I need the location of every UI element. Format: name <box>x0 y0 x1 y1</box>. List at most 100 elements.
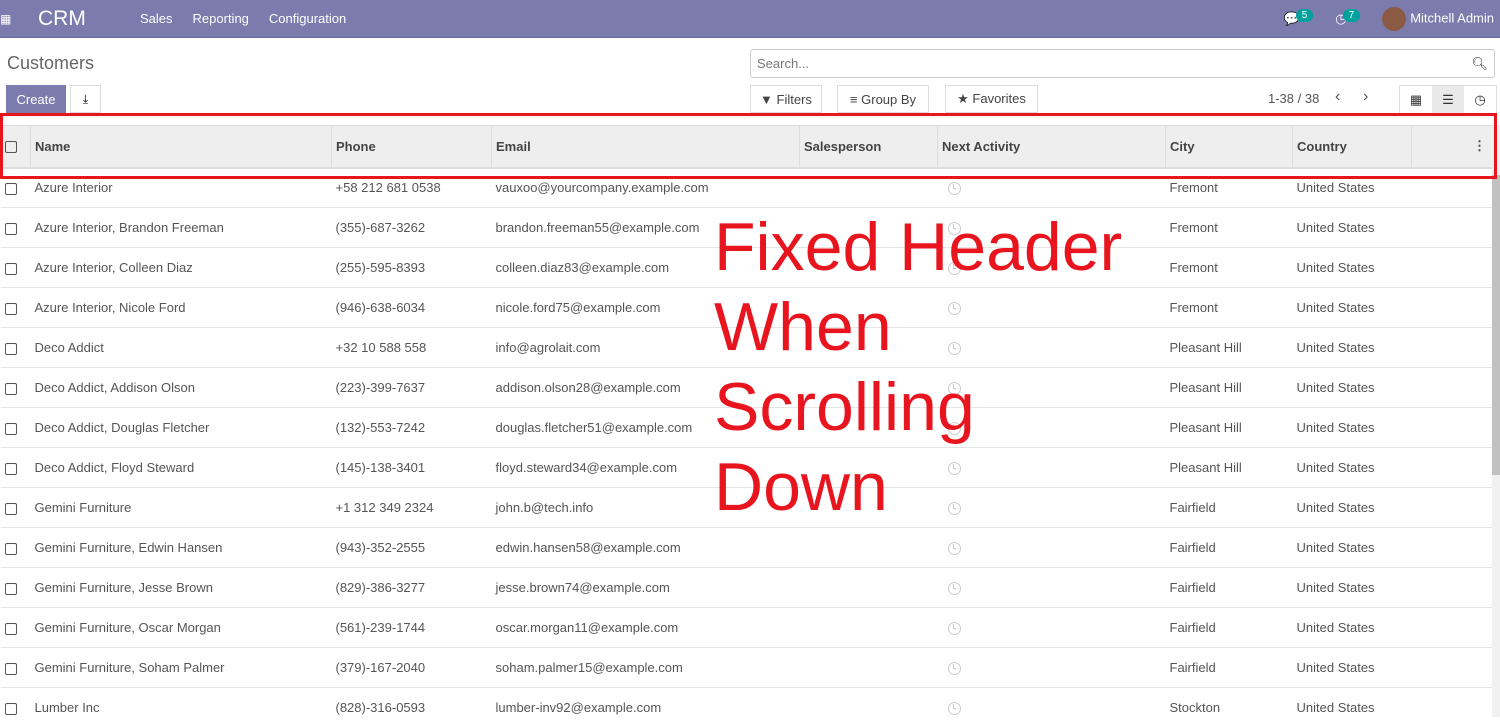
activity-clock-icon[interactable] <box>947 222 961 236</box>
table-row[interactable]: Azure Interior, Colleen Diaz (255)-595-83… <box>0 247 1492 288</box>
table-row[interactable]: Gemini Furniture, Oscar Morgan (561)-239-… <box>0 607 1492 648</box>
table-row[interactable]: Gemini Furniture +1 312 349 2324 john.b@te… <box>0 487 1492 528</box>
table-row[interactable]: Deco Addict, Addison Olson (223)-399-7637… <box>0 367 1492 408</box>
activity-clock-icon[interactable] <box>947 302 961 316</box>
row-checkbox[interactable] <box>0 287 31 328</box>
column-country[interactable]: Country <box>1292 125 1412 169</box>
activity-clock-icon[interactable] <box>947 702 961 716</box>
row-checkbox[interactable] <box>0 487 31 528</box>
cell-empty <box>1411 447 1492 488</box>
cell-next-activity[interactable] <box>937 527 1166 568</box>
cell-phone: (943)-352-2555 <box>331 527 492 568</box>
activity-clock-icon[interactable] <box>947 622 961 636</box>
cell-salesperson <box>799 407 938 448</box>
messages-button[interactable]: 💬 5 <box>1284 8 1314 27</box>
table-row[interactable]: Deco Addict, Floyd Steward (145)-138-3401… <box>0 447 1492 488</box>
row-checkbox[interactable] <box>0 527 31 568</box>
cell-next-activity[interactable] <box>937 367 1166 408</box>
search-input[interactable]: Search... 🔍︎ <box>750 49 1495 78</box>
cell-next-activity[interactable] <box>937 287 1166 328</box>
cell-next-activity[interactable] <box>937 247 1166 288</box>
download-button[interactable]: ⤓ <box>70 85 101 113</box>
row-checkbox[interactable] <box>0 447 31 488</box>
cell-next-activity[interactable] <box>937 207 1166 248</box>
row-checkbox[interactable] <box>0 687 31 728</box>
cell-name: Azure Interior, Brandon Freeman <box>30 207 332 248</box>
app-brand[interactable]: CRM <box>38 6 86 30</box>
list-view-icon[interactable]: ☰ <box>1432 86 1464 114</box>
cell-next-activity[interactable] <box>937 167 1166 208</box>
apps-menu-icon[interactable]: ▦ <box>0 11 12 26</box>
activity-clock-icon[interactable] <box>947 542 961 556</box>
next-page-button[interactable]: › <box>1363 88 1369 105</box>
cell-city: Fremont <box>1165 207 1293 248</box>
activity-clock-icon[interactable] <box>947 502 961 516</box>
row-checkbox[interactable] <box>0 207 31 248</box>
row-checkbox[interactable] <box>0 247 31 288</box>
row-checkbox[interactable] <box>0 367 31 408</box>
activity-clock-icon[interactable] <box>947 262 961 276</box>
row-checkbox[interactable] <box>0 647 31 688</box>
cell-empty <box>1411 167 1492 208</box>
column-name[interactable]: Name <box>30 125 332 169</box>
cell-next-activity[interactable] <box>937 687 1166 728</box>
row-checkbox[interactable] <box>0 327 31 368</box>
table-row[interactable]: Azure Interior, Brandon Freeman (355)-687… <box>0 207 1492 248</box>
activity-clock-icon[interactable] <box>947 342 961 356</box>
activity-clock-icon[interactable] <box>947 382 961 396</box>
activity-clock-icon[interactable] <box>947 462 961 476</box>
cell-next-activity[interactable] <box>937 407 1166 448</box>
scrollbar-thumb[interactable] <box>1492 175 1500 475</box>
table-row[interactable]: Deco Addict +32 10 588 558 info@agrolait.c… <box>0 327 1492 368</box>
filter-icon: ▼ <box>760 91 773 107</box>
menu-reporting[interactable]: Reporting <box>192 11 249 26</box>
table-row[interactable]: Gemini Furniture, Edwin Hansen (943)-352-… <box>0 527 1492 568</box>
table-row[interactable]: Lumber Inc (828)-316-0593 lumber-inv92@exa… <box>0 687 1492 728</box>
previous-page-button[interactable]: ‹ <box>1335 88 1341 105</box>
row-checkbox[interactable] <box>0 567 31 608</box>
column-city[interactable]: City <box>1165 125 1293 169</box>
create-button[interactable]: Create <box>6 85 66 113</box>
table-row[interactable]: Azure Interior, Nicole Ford (946)-638-603… <box>0 287 1492 328</box>
activity-clock-icon[interactable] <box>947 182 961 196</box>
column-next-activity[interactable]: Next Activity <box>937 125 1166 169</box>
scrollbar[interactable] <box>1492 125 1500 717</box>
kanban-view-icon[interactable]: ▦ <box>1409 92 1423 107</box>
table-row[interactable]: Deco Addict, Douglas Fletcher (132)-553-7… <box>0 407 1492 448</box>
optional-columns-icon[interactable]: ⋮ <box>1411 125 1492 169</box>
menu-sales[interactable]: Sales <box>140 11 173 26</box>
filters-button[interactable]: ▼ Filters <box>750 85 822 113</box>
table-row[interactable]: Gemini Furniture, Soham Palmer (379)-167-… <box>0 647 1492 688</box>
column-email[interactable]: Email <box>491 125 800 169</box>
cell-next-activity[interactable] <box>937 607 1166 648</box>
activity-clock-icon[interactable] <box>947 662 961 676</box>
cell-next-activity[interactable] <box>937 647 1166 688</box>
pager-value[interactable]: 1-38 / 38 <box>1268 91 1320 106</box>
activities-button[interactable]: ◷ 7 <box>1335 8 1361 27</box>
activity-clock-icon[interactable] <box>947 582 961 596</box>
cell-next-activity[interactable] <box>937 327 1166 368</box>
cell-email: colleen.diaz83@example.com <box>491 247 800 288</box>
select-all-checkbox[interactable] <box>0 125 31 169</box>
menu-configuration[interactable]: Configuration <box>268 11 347 26</box>
cell-next-activity[interactable] <box>937 447 1166 488</box>
table-row[interactable]: Gemini Furniture, Jesse Brown (829)-386-3… <box>0 567 1492 608</box>
row-checkbox[interactable] <box>0 167 31 208</box>
cell-next-activity[interactable] <box>937 567 1166 608</box>
column-salesperson[interactable]: Salesperson <box>799 125 938 169</box>
row-checkbox[interactable] <box>0 407 31 448</box>
cell-phone: +58 212 681 0538 <box>331 167 492 208</box>
user-menu[interactable]: Mitchell Admin <box>1382 6 1494 31</box>
row-checkbox[interactable] <box>0 607 31 648</box>
column-phone[interactable]: Phone <box>331 125 492 169</box>
favorites-button[interactable]: ★ Favorites <box>945 85 1038 113</box>
table-header: Name Phone Email Salesperson Next Activi… <box>0 125 1492 169</box>
group-by-button[interactable]: ≡ Group By <box>837 85 929 113</box>
cell-salesperson <box>799 287 938 328</box>
activity-clock-icon[interactable] <box>947 422 961 436</box>
activity-view-icon[interactable]: ◷ <box>1474 92 1486 107</box>
search-icon[interactable]: 🔍︎ <box>1471 55 1488 71</box>
cell-next-activity[interactable] <box>937 487 1166 528</box>
table-row[interactable]: Azure Interior +58 212 681 0538 vauxoo@you… <box>0 167 1492 208</box>
star-icon: ★ <box>957 91 969 106</box>
